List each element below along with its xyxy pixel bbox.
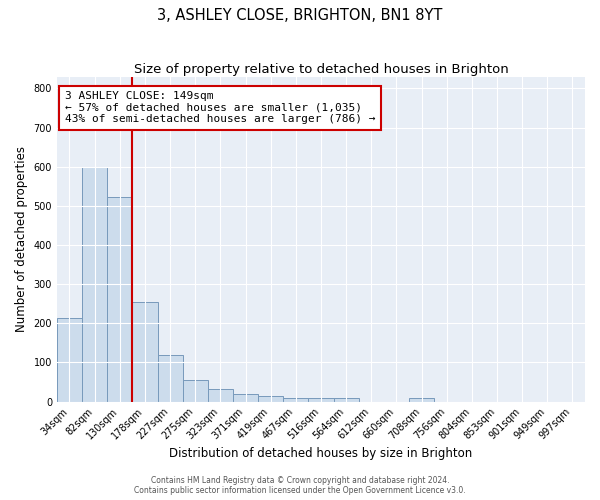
Bar [208, 389, 233, 402]
Bar [334, 398, 359, 402]
Bar [409, 398, 434, 402]
Bar [258, 396, 283, 402]
Bar [158, 356, 182, 402]
Bar [133, 302, 158, 402]
Bar [182, 380, 208, 402]
Title: Size of property relative to detached houses in Brighton: Size of property relative to detached ho… [134, 62, 508, 76]
Bar [107, 197, 133, 402]
Bar [233, 394, 258, 402]
Text: 3 ASHLEY CLOSE: 149sqm
← 57% of detached houses are smaller (1,035)
43% of semi-: 3 ASHLEY CLOSE: 149sqm ← 57% of detached… [65, 92, 376, 124]
Bar [82, 166, 107, 402]
Bar [308, 398, 334, 402]
X-axis label: Distribution of detached houses by size in Brighton: Distribution of detached houses by size … [169, 447, 473, 460]
Text: Contains HM Land Registry data © Crown copyright and database right 2024.
Contai: Contains HM Land Registry data © Crown c… [134, 476, 466, 495]
Text: 3, ASHLEY CLOSE, BRIGHTON, BN1 8YT: 3, ASHLEY CLOSE, BRIGHTON, BN1 8YT [157, 8, 443, 22]
Bar [57, 318, 82, 402]
Bar [283, 398, 308, 402]
Y-axis label: Number of detached properties: Number of detached properties [15, 146, 28, 332]
